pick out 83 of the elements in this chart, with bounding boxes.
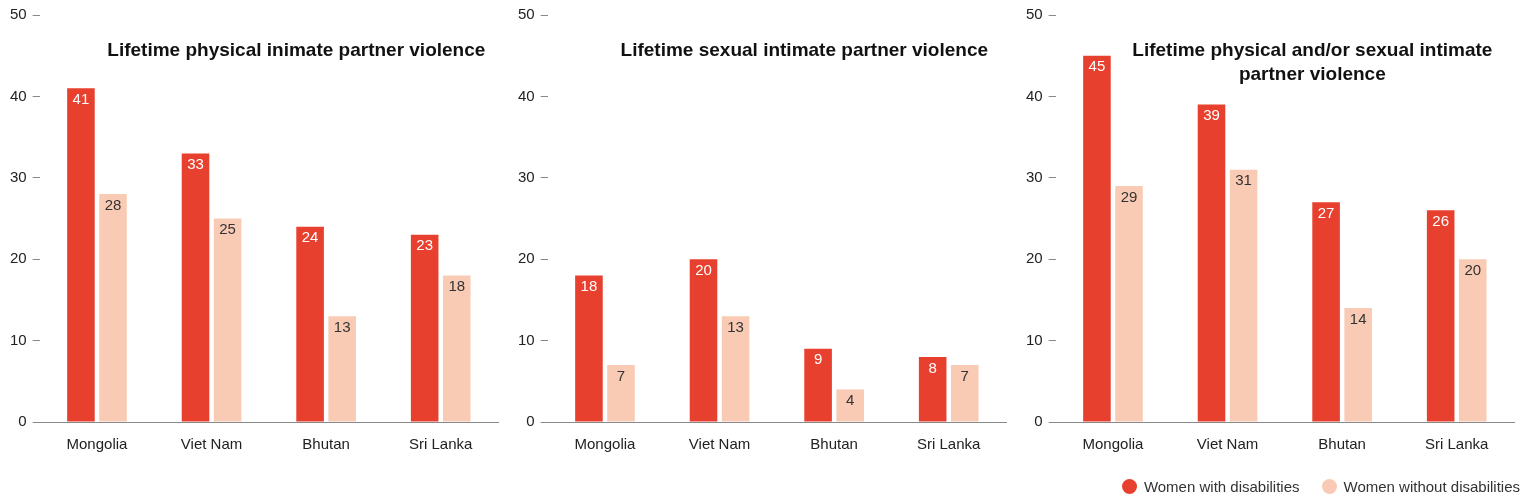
y-tick-label: 50	[10, 5, 27, 23]
data-label: 14	[1349, 309, 1367, 327]
data-label: 9	[813, 350, 823, 368]
y-tick-label: 0	[526, 412, 535, 430]
bar	[1083, 55, 1111, 422]
bar	[296, 226, 324, 422]
bar	[410, 234, 439, 422]
bar	[99, 194, 127, 422]
data-label: 20	[1464, 260, 1482, 278]
x-tick-label: Mongolia	[66, 435, 129, 453]
data-label: 8	[928, 358, 937, 376]
bar	[689, 259, 718, 422]
y-tick-label: 10	[518, 330, 535, 348]
text: Lifetime sexual intimate partner violence	[619, 38, 990, 62]
data-label: 13	[727, 317, 744, 335]
x-tick-label: Mongolia	[574, 435, 637, 453]
bar	[181, 153, 210, 422]
data-label: 39	[1203, 106, 1220, 124]
y-tick-label: 30	[518, 167, 535, 185]
bar	[1197, 104, 1226, 422]
y-tick-label: 40	[518, 86, 535, 104]
x-tick-label: Bhutan	[302, 435, 350, 453]
data-label: 13	[333, 317, 351, 335]
y-tick-label: 50	[1026, 5, 1043, 23]
bar	[918, 356, 947, 422]
data-label: 29	[1120, 187, 1138, 205]
x-tick-label: Sri Lanka	[409, 435, 474, 453]
y-tick-label: 20	[518, 249, 535, 267]
y-tick-label: 20	[10, 249, 27, 267]
bar	[1229, 169, 1258, 422]
text: Lifetime physical and/or sexual intimate partner violence	[1131, 38, 1494, 86]
data-label: 33	[187, 155, 204, 173]
bar	[950, 365, 979, 422]
data-label: 18	[448, 277, 466, 295]
y-tick-label: 40	[1026, 86, 1043, 104]
y-tick-label: 50	[518, 5, 535, 23]
bar	[1115, 185, 1143, 422]
y-tick-label: 0	[18, 412, 27, 430]
text: Lifetime physical inimate partner violence	[106, 38, 487, 62]
x-tick-label: Bhutan	[810, 435, 858, 453]
bar	[213, 218, 242, 422]
x-tick-label: Viet Nam	[1196, 435, 1259, 453]
bar	[836, 389, 864, 422]
y-tick-label: 40	[10, 86, 27, 104]
data-label: 18	[580, 277, 598, 295]
bar	[328, 316, 356, 422]
x-tick-label: Viet Nam	[180, 435, 243, 453]
data-label: 25	[219, 220, 236, 238]
data-label: 28	[104, 195, 122, 213]
x-tick-label: Bhutan	[1318, 435, 1366, 453]
data-label: 27	[1317, 203, 1335, 221]
data-label: 24	[301, 228, 319, 246]
data-label: 31	[1235, 171, 1252, 189]
x-tick-label: Sri Lanka	[917, 435, 982, 453]
y-tick-label: 30	[10, 167, 27, 185]
y-tick-label: 20	[1026, 249, 1043, 267]
data-label: 7	[960, 366, 969, 384]
y-tick-label: 0	[1034, 412, 1043, 430]
bar	[575, 275, 603, 422]
x-tick-label: Sri Lanka	[1425, 435, 1490, 453]
data-label: 45	[1088, 57, 1106, 75]
bar	[1312, 202, 1340, 422]
bar	[721, 316, 750, 422]
y-tick-label: 10	[10, 330, 27, 348]
data-label: 23	[416, 236, 434, 254]
x-tick-label: Mongolia	[1082, 435, 1145, 453]
y-tick-label: 10	[1026, 330, 1043, 348]
bar	[1458, 259, 1487, 422]
bar	[1344, 308, 1372, 422]
bar	[67, 88, 95, 422]
legend-label: Women with disabilities	[1143, 478, 1300, 495]
legend-label: Women without disabilities	[1343, 478, 1520, 495]
data-label: 4	[846, 391, 855, 409]
data-label: 20	[695, 260, 712, 278]
bar	[804, 348, 832, 422]
bar	[442, 275, 471, 422]
x-tick-label: Viet Nam	[688, 435, 751, 453]
y-tick-label: 30	[1026, 167, 1043, 185]
data-label: 7	[616, 366, 626, 384]
bar	[607, 365, 635, 422]
data-label: 41	[72, 89, 90, 107]
data-label: 26	[1432, 212, 1450, 229]
bar	[1426, 210, 1455, 422]
